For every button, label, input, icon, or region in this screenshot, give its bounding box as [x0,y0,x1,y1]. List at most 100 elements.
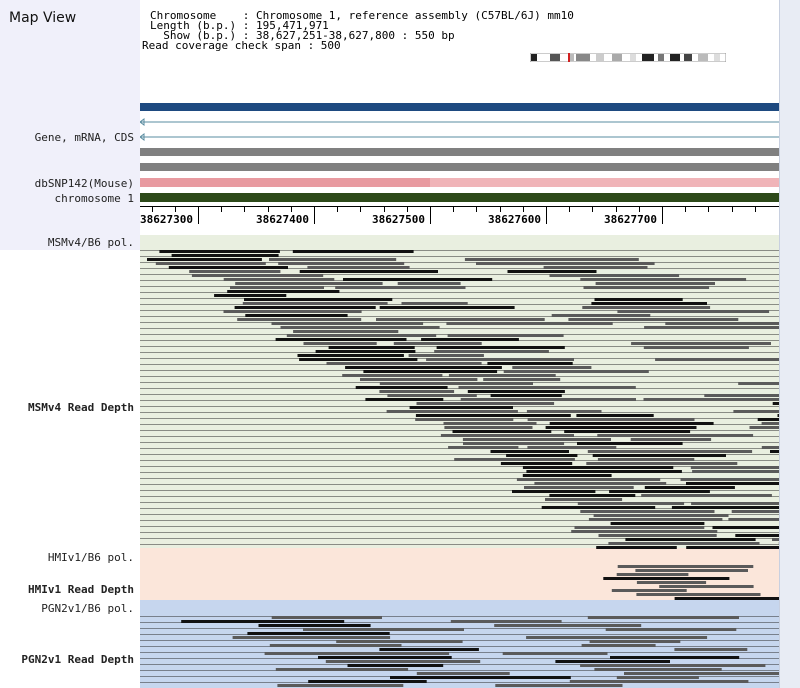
read [355,386,448,389]
read [490,394,562,397]
track-label-hmi-pol[interactable]: HMIv1/B6 pol. [47,551,134,564]
read [516,478,661,481]
read [643,398,800,401]
read [447,334,564,337]
track-label-gene[interactable]: Gene, mRNA, CDS [34,131,134,144]
ruler-minor-tick [221,206,223,212]
read [568,318,739,321]
read [588,518,723,521]
read [576,414,654,417]
track-label-msm-pol[interactable]: MSMv4/B6 pol. [47,236,134,249]
ruler-minor-tick [290,206,292,212]
read [592,454,726,457]
read [549,494,636,497]
ruler-minor-tick [174,206,176,212]
read [303,628,464,631]
ruler-minor-tick [406,206,408,212]
read [686,482,800,485]
ruler-minor-tick [360,206,362,212]
show-line: Show (b.p.) : 38,627,251-38,627,800 : 55… [150,29,455,42]
read [223,278,335,281]
chromosome-ideogram[interactable] [530,53,726,62]
vertical-scrollbar[interactable] [779,0,800,688]
read [580,664,766,667]
read [476,262,655,265]
read [292,250,414,253]
read [594,668,722,671]
read [269,644,402,647]
read [527,418,695,421]
read [155,262,266,265]
ruler-minor-tick [476,206,478,212]
ruler-minor-tick [499,206,501,212]
read [450,620,562,623]
read [315,350,416,353]
track-label-hmi-depth[interactable]: HMIv1 Read Depth [28,583,134,596]
read [421,338,519,341]
read [616,676,699,679]
read [444,426,533,429]
gene-track[interactable] [140,100,780,160]
read [635,569,748,572]
read [541,506,656,509]
read [269,258,397,261]
read [379,306,515,309]
read [674,648,748,651]
read [363,370,498,373]
read [335,286,466,289]
track-label-dbsnp[interactable]: dbSNP142(Mouse) [34,177,134,190]
mrna-cds-track[interactable] [140,160,780,204]
alignment-reads[interactable] [140,0,800,688]
read [487,362,573,365]
read [440,434,574,437]
read [230,286,324,289]
read [564,430,691,433]
read [415,414,571,417]
read [580,278,747,281]
read [247,632,390,635]
read [280,326,440,329]
ruler-minor-tick [615,206,617,212]
read [551,314,651,317]
read [436,346,565,349]
read [258,624,371,627]
track-label-chromosome[interactable]: chromosome 1 [54,192,134,205]
read [636,581,707,584]
read [625,538,756,541]
read [583,286,710,289]
read [597,458,695,461]
read [278,262,405,265]
read [545,498,623,501]
track-label-pgn-pol[interactable]: PGN2v1/B6 pol. [41,602,134,615]
read [610,522,705,525]
read [603,577,730,580]
read [526,410,602,413]
ideogram-position-marker [568,53,570,62]
ruler-major-tick [198,206,199,224]
read [735,534,800,537]
read [328,346,415,349]
track-label-pgn-depth[interactable]: PGN2v1 Read Depth [21,653,134,666]
read [426,358,574,361]
read [655,358,800,361]
map-canvas[interactable]: Chromosome : Chromosome 1, reference ass… [140,0,800,688]
read [171,254,279,257]
read [181,620,345,623]
read [460,398,636,401]
read [308,680,427,683]
read [462,438,611,441]
read [360,378,478,381]
ruler-major-tick [430,206,431,224]
read [237,318,362,321]
read [386,410,518,413]
read [297,354,404,357]
read [271,322,424,325]
read [549,274,680,277]
read [690,466,787,469]
read [555,660,670,663]
track-label-msm-depth[interactable]: MSMv4 Read Depth [28,401,134,414]
read [376,318,545,321]
read [227,290,340,293]
read [593,514,729,517]
read [526,636,708,639]
